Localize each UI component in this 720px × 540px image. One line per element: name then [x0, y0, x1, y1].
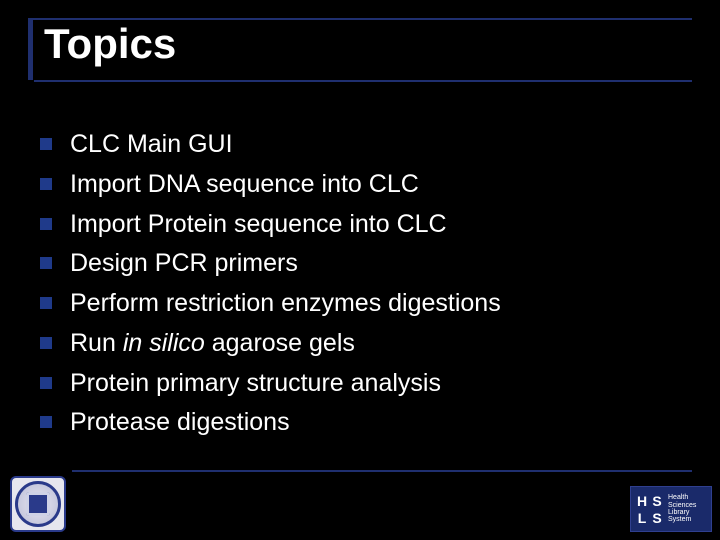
title-underline — [34, 80, 692, 82]
hsls-letter: H — [635, 493, 649, 509]
list-item: Design PCR primers — [40, 247, 680, 281]
list-item: Protease digestions — [40, 406, 680, 440]
list-item: Import DNA sequence into CLC — [40, 168, 680, 202]
square-bullet-icon — [40, 138, 52, 150]
hsls-logo: H S L S Health Sciences Library System — [630, 486, 712, 532]
list-item-text: Run in silico agarose gels — [70, 327, 355, 361]
hsls-word: Library — [668, 509, 696, 516]
list-item: Run in silico agarose gels — [40, 327, 680, 361]
square-bullet-icon — [40, 257, 52, 269]
topic-list: CLC Main GUI Import DNA sequence into CLC… — [40, 128, 680, 446]
hsls-letter: S — [650, 510, 664, 526]
list-item-text: Design PCR primers — [70, 247, 298, 281]
square-bullet-icon — [40, 297, 52, 309]
list-item-text: Protease digestions — [70, 406, 290, 440]
list-item: CLC Main GUI — [40, 128, 680, 162]
footer-divider — [72, 470, 692, 472]
list-item-text: CLC Main GUI — [70, 128, 233, 162]
hsls-word: Health — [668, 494, 696, 501]
university-seal-logo — [10, 476, 66, 532]
list-item-text: Protein primary structure analysis — [70, 367, 441, 401]
list-item: Import Protein sequence into CLC — [40, 208, 680, 242]
hsls-word: Sciences — [668, 502, 696, 509]
slide-title: Topics — [44, 20, 176, 68]
square-bullet-icon — [40, 178, 52, 190]
list-item-text: Import Protein sequence into CLC — [70, 208, 447, 242]
hsls-letter: S — [650, 493, 664, 509]
list-item-text: Import DNA sequence into CLC — [70, 168, 419, 202]
slide: Topics CLC Main GUI Import DNA sequence i… — [0, 0, 720, 540]
hsls-wordmark: Health Sciences Library System — [668, 494, 696, 523]
list-item: Protein primary structure analysis — [40, 367, 680, 401]
list-item: Perform restriction enzymes digestions — [40, 287, 680, 321]
hsls-letter: L — [635, 510, 649, 526]
square-bullet-icon — [40, 416, 52, 428]
hsls-word: System — [668, 516, 696, 523]
hsls-monogram: H S L S — [635, 493, 664, 526]
square-bullet-icon — [40, 377, 52, 389]
list-item-text: Perform restriction enzymes digestions — [70, 287, 501, 321]
square-bullet-icon — [40, 337, 52, 349]
square-bullet-icon — [40, 218, 52, 230]
